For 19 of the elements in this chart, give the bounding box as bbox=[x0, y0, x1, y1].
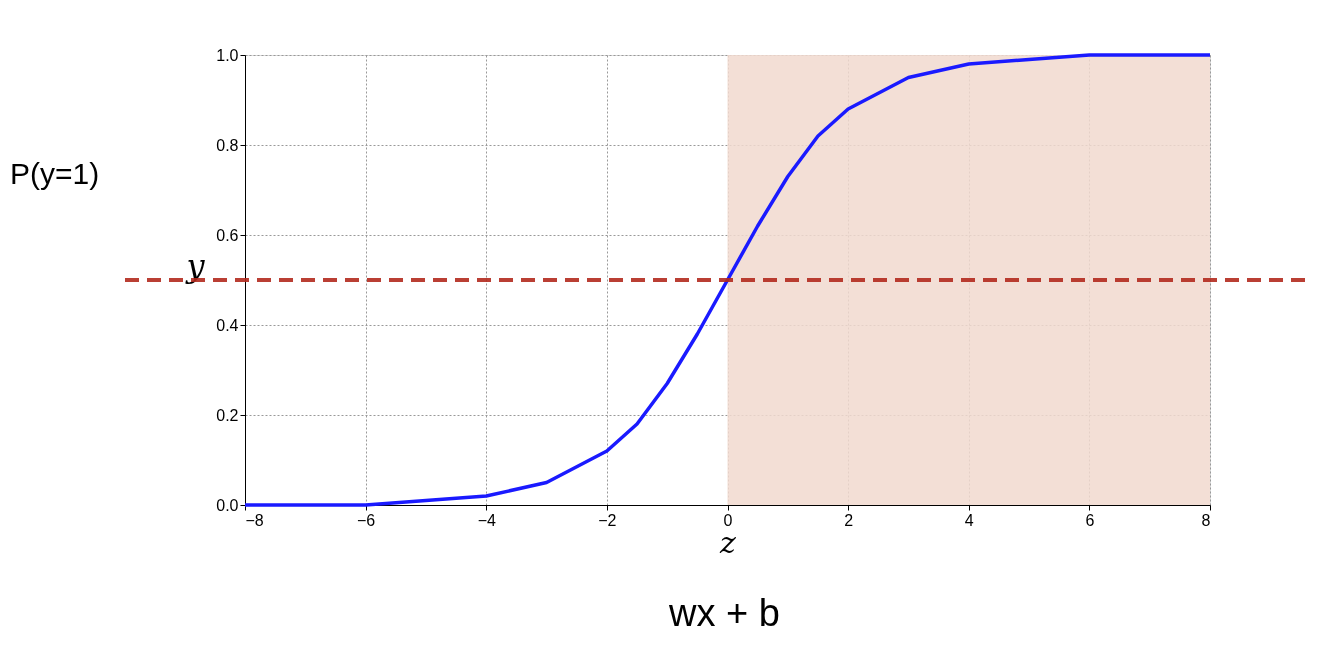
x-tick-label: −4 bbox=[477, 511, 496, 529]
y-tick-label: 0.0 bbox=[216, 496, 239, 514]
x-tick-label: −8 bbox=[245, 511, 264, 529]
y-tick-label: 1.0 bbox=[216, 46, 239, 64]
x-tick-label: −6 bbox=[357, 511, 376, 529]
x-tick-label: 8 bbox=[1201, 511, 1211, 529]
text: P(y=1) bbox=[10, 157, 100, 190]
x-tick-label: 0 bbox=[723, 511, 733, 529]
y-tick-label: 0.4 bbox=[216, 316, 239, 334]
x-tick-label: 2 bbox=[844, 511, 854, 529]
y-tick-label: 0.6 bbox=[216, 226, 239, 244]
x-tick-label: 6 bbox=[1085, 511, 1095, 529]
y-axis-title: y bbox=[184, 247, 206, 285]
y-tick-label: 0.8 bbox=[216, 136, 239, 154]
text: wx + b bbox=[668, 592, 780, 634]
x-tick-label: 4 bbox=[964, 511, 974, 529]
line-series bbox=[243, 53, 1212, 507]
x-tick-label: −2 bbox=[598, 511, 617, 529]
y-tick-label: 0.2 bbox=[216, 406, 239, 424]
